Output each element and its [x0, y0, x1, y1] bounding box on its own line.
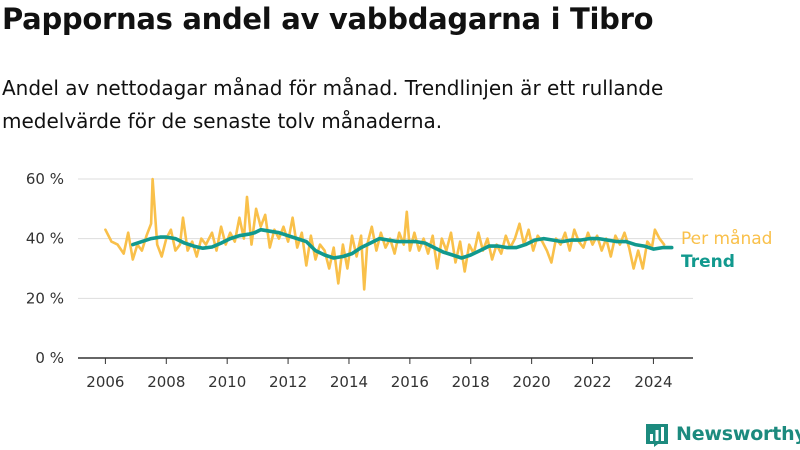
legend: Per månad Trend — [681, 228, 772, 272]
series-line-trend — [131, 227, 674, 260]
x-tick-label: 2010 — [208, 373, 246, 391]
chart-subtitle: Andel av nettodagar månad för månad. Tre… — [2, 76, 664, 133]
bar-chart-logo-icon — [646, 424, 668, 447]
x-tick-label: 2014 — [330, 373, 368, 391]
legend-label-trend: Trend — [681, 252, 735, 272]
legend-label-monthly: Per månad — [681, 228, 772, 249]
x-tick-label: 2016 — [391, 373, 429, 391]
x-tick-label: 2012 — [269, 373, 307, 391]
x-tick-label: 2008 — [147, 373, 185, 391]
y-tick-label: 40 % — [26, 230, 64, 248]
x-tick-label: 2024 — [634, 373, 672, 391]
y-axis-ticks: 0 % 20 % 40 % 60 % — [26, 170, 64, 367]
y-tick-label: 20 % — [26, 289, 64, 307]
y-tick-label: 0 % — [35, 349, 64, 367]
chart-title: Pappornas andel av vabbdagarna i Tibro — [2, 2, 654, 36]
x-tick-label: 2006 — [86, 373, 124, 391]
x-axis-ticks: 2006 2008 2010 2012 2014 2016 2018 2020 2022 2024 — [78, 357, 693, 391]
x-tick-label: 2018 — [452, 373, 490, 391]
series-lines — [104, 177, 674, 291]
newsworthy-brand: Newsworthy — [644, 420, 800, 448]
series-line-monthly — [104, 177, 666, 291]
y-tick-label: 60 % — [26, 170, 64, 188]
x-tick-label: 2020 — [513, 373, 551, 391]
brand-name: Newsworthy — [676, 423, 800, 445]
x-tick-label: 2022 — [573, 373, 611, 391]
